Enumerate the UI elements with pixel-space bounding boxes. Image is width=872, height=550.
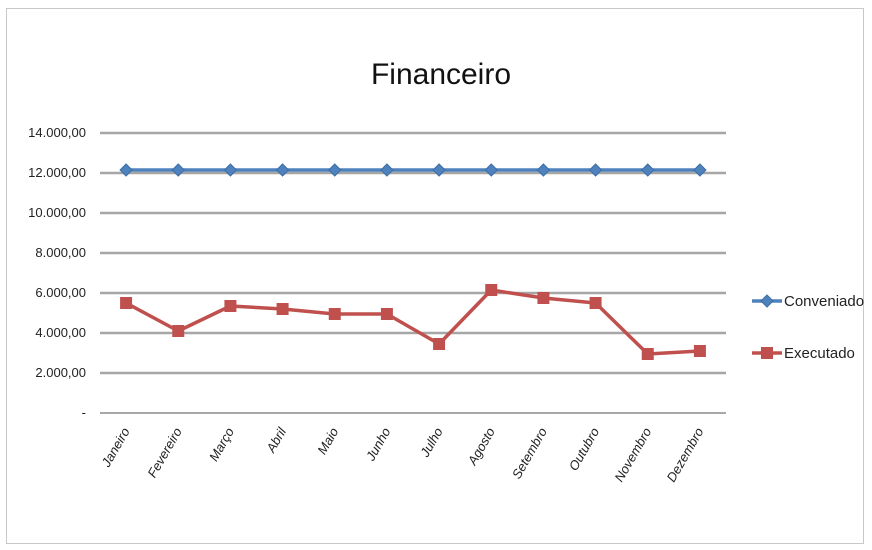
data-point	[276, 303, 289, 315]
x-tick-label: Janeiro	[98, 425, 133, 470]
data-point	[641, 163, 655, 177]
data-point	[172, 325, 185, 337]
legend-marker	[760, 294, 774, 308]
data-point	[224, 300, 237, 312]
y-axis: - 2.000,00 4.000,00 6.000,00 8.000,00 10.000,…	[28, 125, 86, 420]
data-point	[223, 163, 238, 177]
data-point	[380, 163, 394, 177]
x-tick-label: Março	[206, 425, 237, 464]
data-point	[485, 284, 498, 296]
data-point	[537, 292, 550, 304]
legend-item: Conveniado	[752, 293, 864, 310]
data-point	[693, 345, 706, 357]
series-line	[125, 288, 701, 356]
x-tick-label: Novembro	[611, 425, 654, 484]
gridlines	[100, 131, 726, 414]
legend-label: Conveniado	[784, 293, 864, 310]
data-point	[120, 297, 133, 309]
y-tick-label: 2.000,00	[35, 365, 86, 380]
data-point	[588, 163, 603, 177]
data-point	[275, 163, 290, 177]
series-layer	[119, 163, 707, 360]
x-tick-label: Fevereiro	[144, 425, 184, 480]
x-tick-label: Agosto	[464, 425, 498, 468]
legend-marker	[761, 347, 773, 359]
y-tick-label: 4.000,00	[35, 325, 86, 340]
data-point	[432, 163, 446, 177]
series-conveniado	[119, 163, 707, 177]
legend-item: Executado	[752, 345, 855, 362]
x-tick-label: Junho	[362, 425, 393, 464]
x-tick-label: Setembro	[509, 425, 550, 481]
legend: Conveniado Executado	[752, 293, 864, 362]
data-point	[433, 338, 446, 350]
series-executado	[120, 284, 706, 360]
y-tick-label: -	[82, 405, 86, 420]
data-point	[380, 308, 393, 320]
data-point	[328, 163, 342, 177]
x-tick-label: Julho	[417, 425, 446, 460]
data-point	[693, 163, 707, 177]
y-tick-label: 14.000,00	[28, 125, 86, 140]
y-tick-label: 8.000,00	[35, 245, 86, 260]
y-tick-label: 6.000,00	[35, 285, 86, 300]
x-tick-label: Dezembro	[664, 425, 707, 484]
y-tick-label: 10.000,00	[28, 205, 86, 220]
x-tick-label: Outubro	[566, 425, 602, 473]
x-tick-label: Maio	[314, 425, 341, 457]
y-tick-label: 12.000,00	[28, 165, 86, 180]
data-point	[328, 308, 341, 320]
data-point	[641, 348, 654, 360]
x-tick-label: Abril	[263, 424, 290, 456]
chart-frame	[6, 8, 864, 544]
data-point	[484, 163, 498, 177]
data-point	[536, 163, 551, 177]
chart-title: Financeiro	[371, 58, 511, 91]
data-point	[589, 297, 602, 309]
x-axis: Janeiro Fevereiro Março Abril Maio Junho Julho…	[98, 424, 707, 484]
data-point	[171, 163, 185, 177]
data-point	[119, 163, 133, 177]
legend-label: Executado	[784, 345, 855, 362]
